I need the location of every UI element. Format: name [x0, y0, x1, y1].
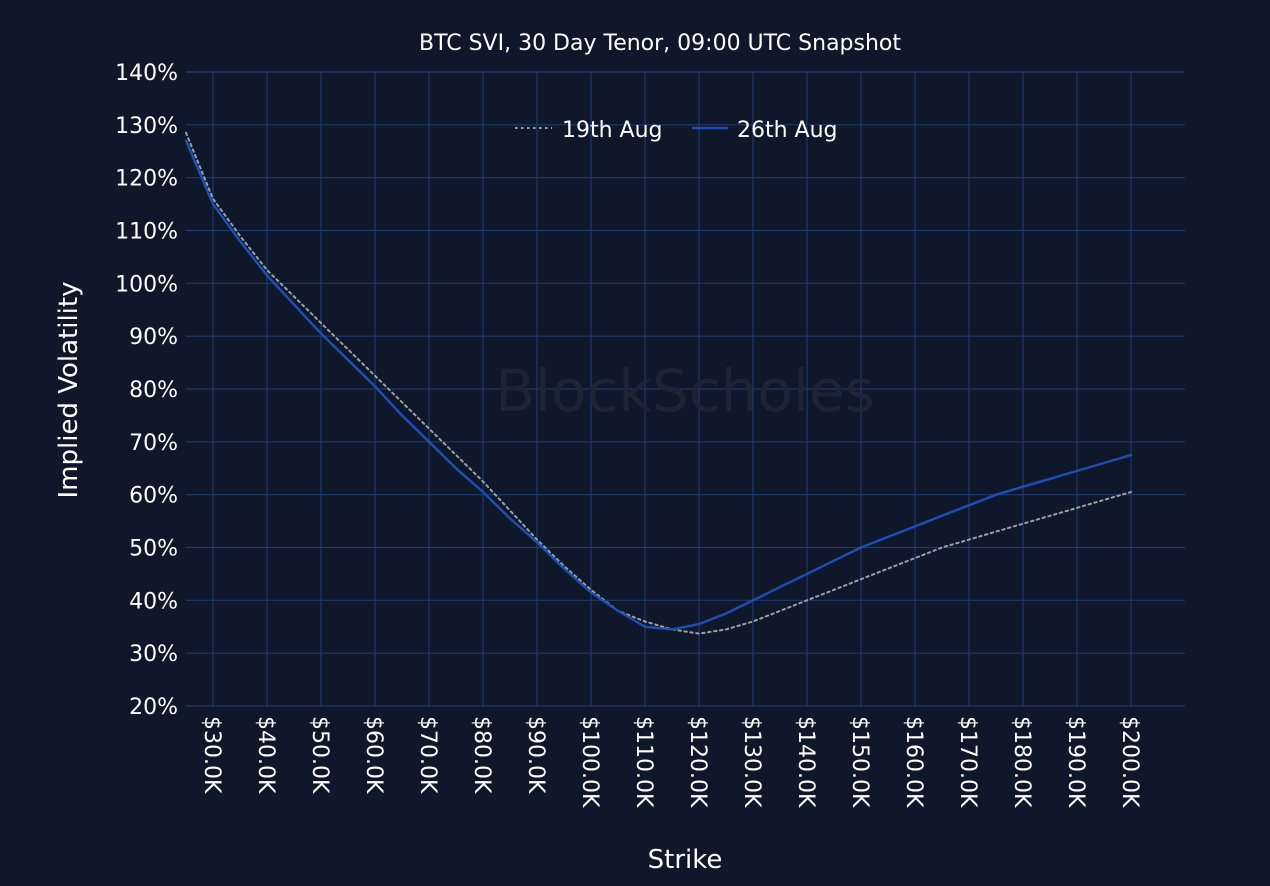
y-tick-label: 100%	[115, 272, 178, 297]
y-tick-label: 50%	[129, 537, 178, 562]
series-line-1	[185, 131, 1132, 635]
y-tick-label: 140%	[115, 61, 178, 86]
series-lines	[184, 131, 1133, 635]
x-tick-label: $140.0K	[793, 716, 818, 808]
x-tick-label: $70.0K	[415, 716, 440, 794]
x-tick-label: $60.0K	[361, 716, 386, 794]
x-tick-label: $110.0K	[631, 716, 656, 808]
x-tick-label: $190.0K	[1063, 716, 1088, 808]
x-tick-label: $80.0K	[469, 716, 494, 794]
x-tick-label: $160.0K	[901, 716, 926, 808]
y-tick-label: 40%	[129, 589, 178, 614]
legend: 19th Aug 26th Aug	[515, 118, 838, 143]
legend-label-2: 26th Aug	[737, 118, 838, 143]
y-tick-label: 80%	[129, 378, 178, 403]
x-axis-label: Strike	[648, 845, 723, 875]
x-tick-label: $120.0K	[685, 716, 710, 808]
y-tick-label: 30%	[129, 642, 178, 667]
y-tick-label: 20%	[129, 695, 178, 720]
series-line-2	[184, 139, 1133, 631]
x-tick-label: $170.0K	[955, 716, 980, 808]
chart-title: BTC SVI, 30 Day Tenor, 09:00 UTC Snapsho…	[419, 31, 901, 56]
y-axis-label: Implied Volatility	[54, 282, 84, 499]
x-tick-label: $200.0K	[1117, 716, 1142, 808]
y-tick-label: 110%	[115, 220, 178, 245]
y-tick-labels: 20% 30% 40% 50% 60% 70% 80% 90% 100% 110% 120% 130%…	[115, 61, 178, 720]
legend-label-1: 19th Aug	[562, 118, 663, 143]
x-tick-label: $40.0K	[253, 716, 278, 794]
x-tick-label: $100.0K	[577, 716, 602, 808]
x-tick-label: $30.0K	[199, 716, 224, 794]
y-tick-label: 90%	[129, 325, 178, 350]
watermark: BlockScholes	[495, 357, 875, 425]
y-tick-label: 70%	[129, 431, 178, 456]
x-tick-label: $150.0K	[847, 716, 872, 808]
x-tick-labels: $30.0K $40.0K $50.0K $60.0K $70.0K $80.0K $90.…	[199, 716, 1142, 808]
x-tick-label: $90.0K	[523, 716, 548, 794]
y-tick-label: 130%	[115, 114, 178, 139]
x-tick-label: $50.0K	[307, 716, 332, 794]
x-tick-label: $130.0K	[739, 716, 764, 808]
y-tick-label: 60%	[129, 484, 178, 509]
x-tick-label: $180.0K	[1009, 716, 1034, 808]
y-tick-label: 120%	[115, 167, 178, 192]
grid	[186, 71, 1185, 707]
